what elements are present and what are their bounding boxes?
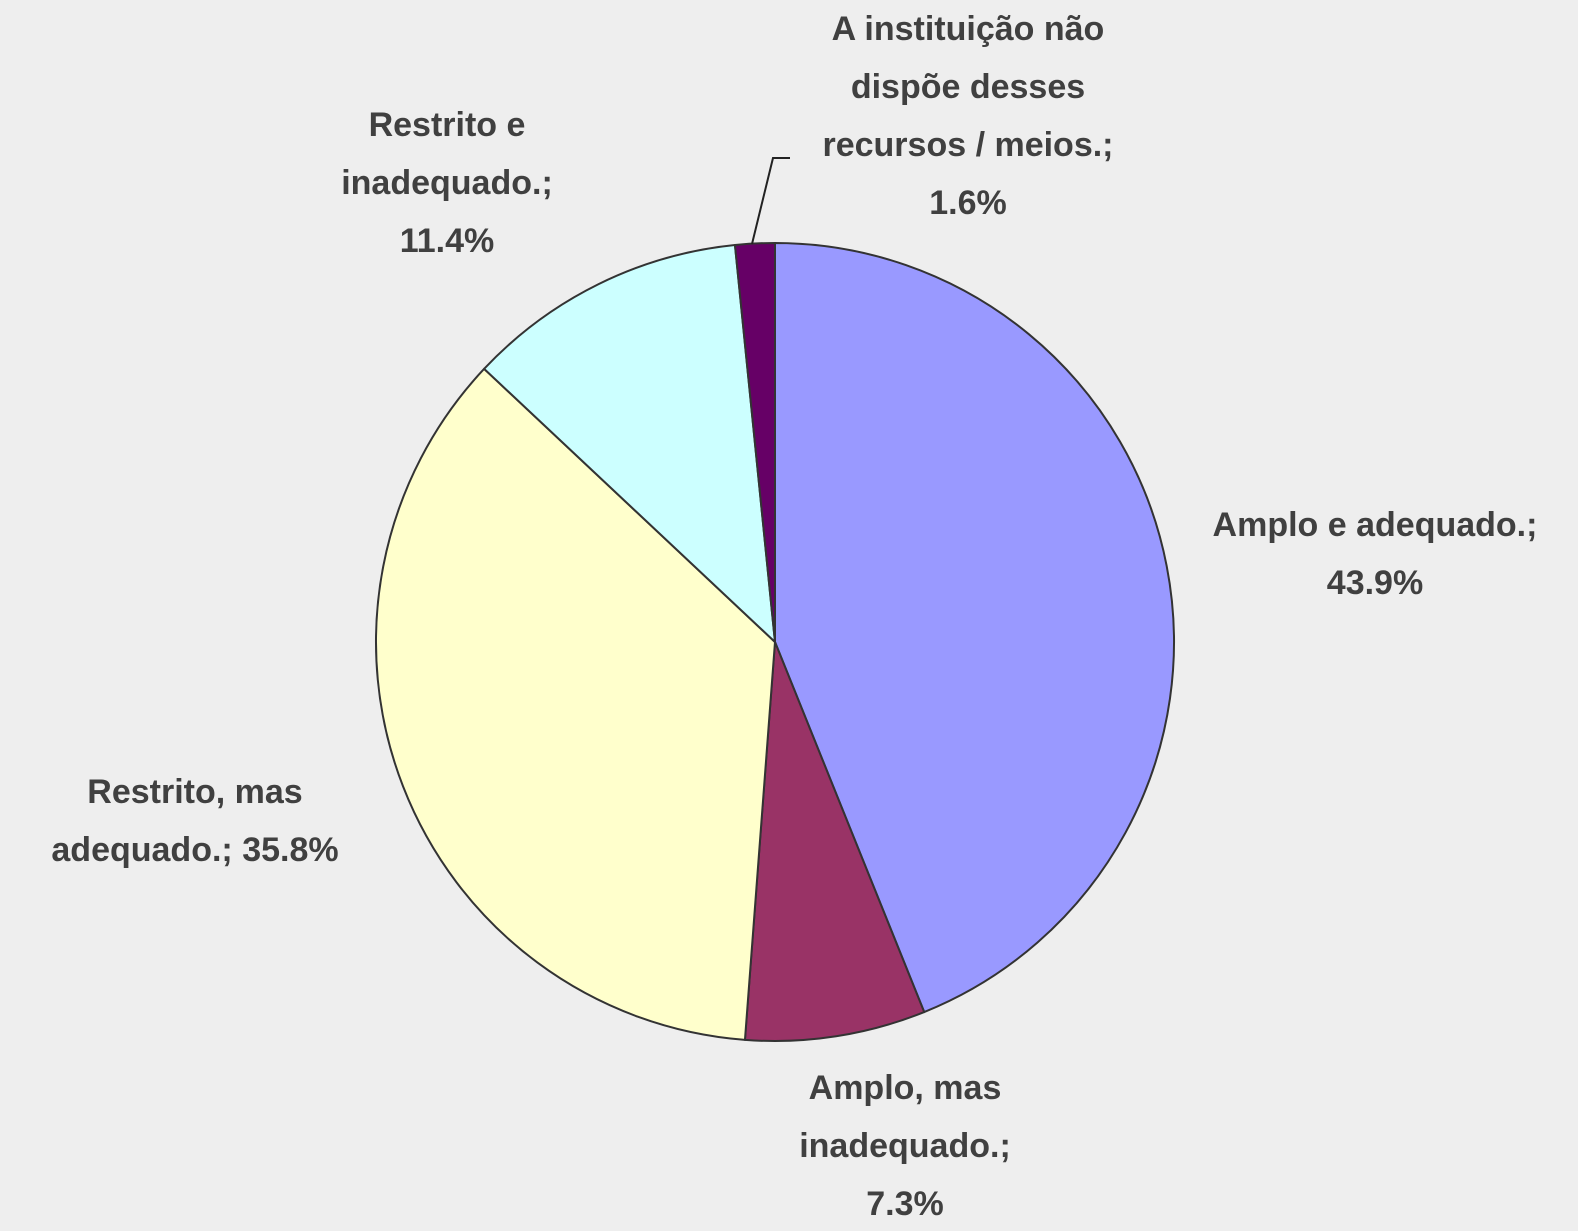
slice-label: Amplo, mas inadequado.; 7.3% — [770, 1059, 1040, 1231]
pie-slice — [375, 367, 776, 1041]
pie-slice — [774, 242, 1175, 1014]
category-label: Amplo e adequado.; — [1212, 506, 1538, 544]
category-label: Restrito, mas adequado.; — [51, 773, 303, 869]
slice-label: Amplo e adequado.; 43.9% — [1210, 496, 1540, 612]
pie-slice — [483, 244, 776, 643]
slice-label: A instituição não dispõe desses recursos… — [788, 0, 1148, 232]
category-label: Amplo, mas inadequado.; — [799, 1069, 1011, 1165]
category-label: Restrito e inadequado.; — [341, 106, 553, 202]
slice-label: Restrito, mas adequado.; 35.8% — [15, 763, 375, 879]
value-label: 1.6% — [929, 184, 1007, 222]
pie-slice — [733, 242, 776, 643]
slice-label: Restrito e inadequado.; 11.4% — [317, 96, 577, 270]
value-label: 7.3% — [866, 1185, 944, 1223]
value-label: 35.8% — [242, 831, 339, 869]
value-label: 11.4% — [399, 222, 495, 260]
category-label: A instituição não dispõe desses recursos… — [822, 10, 1114, 164]
pie-slice — [743, 641, 926, 1042]
value-label: 43.9% — [1326, 564, 1424, 602]
leader-line — [751, 157, 790, 245]
